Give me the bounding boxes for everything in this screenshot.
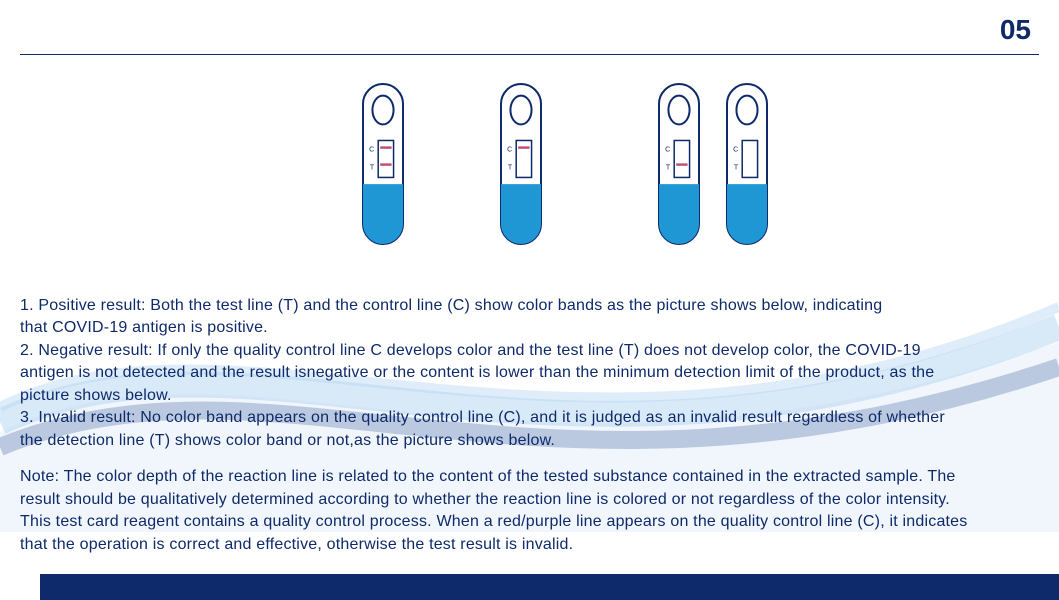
test-strip: CT xyxy=(497,80,545,248)
svg-text:T: T xyxy=(507,164,512,171)
note-line: This test card reagent contains a qualit… xyxy=(20,512,1045,532)
test-strip: CT xyxy=(655,80,703,248)
paragraph-line: the detection line (T) shows color band … xyxy=(20,431,1045,451)
paragraph-line: 1. Positive result: Both the test line (… xyxy=(20,296,1045,316)
paragraph-line: 2. Negative result: If only the quality … xyxy=(20,341,1045,361)
strip-group-negative: CT xyxy=(497,80,545,248)
svg-text:T: T xyxy=(369,164,374,171)
svg-text:T: T xyxy=(665,164,670,171)
note-line: result should be qualitatively determine… xyxy=(20,490,1045,510)
paragraph-line: that COVID-19 antigen is positive. xyxy=(20,318,1045,338)
header-rule xyxy=(20,54,1039,55)
note-line: Note: The color depth of the reaction li… xyxy=(20,467,1045,487)
note-line: that the operation is correct and effect… xyxy=(20,535,1045,555)
test-strip: CT xyxy=(723,80,771,248)
strip-group-positive: CT xyxy=(359,80,407,248)
paragraph-line: 3. Invalid result: No color band appears… xyxy=(20,408,1045,428)
svg-text:C: C xyxy=(507,147,512,154)
test-strip-row: CT CT CT CT xyxy=(0,80,1059,260)
paragraph-line: antigen is not detected and the result i… xyxy=(20,363,1045,383)
strip-group-invalid: CT CT xyxy=(655,80,771,248)
paragraph-line: picture shows below. xyxy=(20,386,1045,406)
test-strip: CT xyxy=(359,80,407,248)
page-number: 05 xyxy=(1000,14,1031,46)
footer-bar xyxy=(40,574,1059,600)
svg-text:T: T xyxy=(733,164,738,171)
svg-text:C: C xyxy=(665,147,670,154)
svg-text:C: C xyxy=(733,147,738,154)
svg-text:C: C xyxy=(369,147,374,154)
body-text: 1. Positive result: Both the test line (… xyxy=(20,296,1045,557)
